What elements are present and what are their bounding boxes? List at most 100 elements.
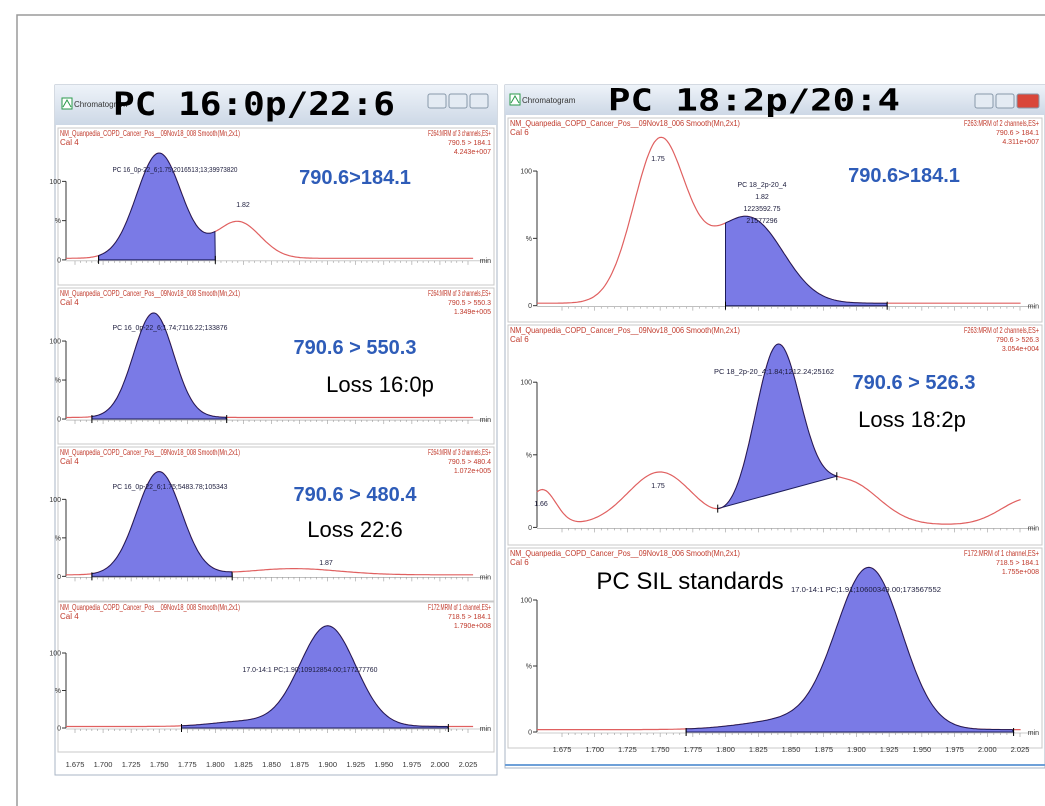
integrated-peak <box>725 215 888 307</box>
transition-label: 790.5 > 480.4 <box>448 459 491 466</box>
x-axis-label: 1.725 <box>122 760 141 769</box>
integrated-peak <box>685 566 1015 733</box>
minimize-button[interactable] <box>427 93 447 109</box>
y-axis-label: % <box>55 535 61 542</box>
minimize-button[interactable] <box>974 93 994 109</box>
x-axis-label: 1.700 <box>585 745 604 754</box>
x-axis-label: 1.975 <box>945 745 964 754</box>
intensity-label: 3.054e+004 <box>1002 346 1039 353</box>
close-button[interactable] <box>1016 93 1040 109</box>
x-axis-label: 1.800 <box>206 760 225 769</box>
transition-label: 718.5 > 184.1 <box>448 614 491 621</box>
y-axis-label: % <box>55 378 61 385</box>
app-icon <box>61 97 73 110</box>
x-axis-label: 1.775 <box>683 745 702 754</box>
peak-label: 1223592.75 <box>744 206 781 213</box>
peak-label: 1.87 <box>319 560 333 567</box>
close-button[interactable] <box>469 93 489 109</box>
x-axis-label: 1.775 <box>178 760 197 769</box>
function-label: F264:MRM of 3 channels,ES+ <box>428 289 491 298</box>
app-icon-glyph <box>510 94 520 104</box>
integrated-peak <box>91 312 228 420</box>
x-axis-unit: min <box>480 726 491 733</box>
file-name: NM_Quanpedia_COPD_Cancer_Pos__09Nov18_00… <box>510 549 740 558</box>
y-axis-label: 0 <box>528 730 532 737</box>
x-axis-label: 1.900 <box>847 745 866 754</box>
sample-name: Cal 4 <box>60 457 79 466</box>
peak-label: PC 16_0p-22_6;1.74;7116.22;133876 <box>113 325 228 332</box>
y-axis-label: 100 <box>49 497 61 504</box>
peak-label: 21577296 <box>746 218 777 225</box>
x-axis-unit: min <box>1028 730 1039 737</box>
annotation: 790.6 > 480.4 <box>294 484 418 506</box>
sample-name: Cal 6 <box>510 558 529 567</box>
y-axis-label: 100 <box>520 169 532 176</box>
slide-frame <box>16 14 1045 806</box>
chromatogram-window: Chromatogram PC 18:2p/20:4NM_Quanpedia_CO… <box>504 84 1045 769</box>
y-axis-label: 100 <box>520 598 532 605</box>
x-axis-label: 1.950 <box>912 745 931 754</box>
x-axis-label: 1.725 <box>618 745 637 754</box>
file-name: NM_Quanpedia_COPD_Cancer_Pos__09Nov18_00… <box>60 289 240 298</box>
y-axis-label: 0 <box>528 525 532 532</box>
y-axis-label: 0 <box>57 417 61 424</box>
peak-label: PC 16_0p-22_6;1.75;5483.78;105343 <box>113 484 228 491</box>
intensity-label: 1.755e+008 <box>1002 569 1039 576</box>
chromatogram-panel: NM_Quanpedia_COPD_Cancer_Pos__09Nov18_00… <box>507 547 1043 749</box>
x-axis-label: 1.950 <box>374 760 393 769</box>
annotation: 790.6 > 526.3 <box>853 372 976 394</box>
x-axis-label: 1.900 <box>318 760 337 769</box>
file-name: NM_Quanpedia_COPD_Cancer_Pos__09Nov18_00… <box>510 326 740 335</box>
y-axis-label: % <box>55 218 61 225</box>
peak-label: PC 18_2p-20_4 <box>737 182 786 189</box>
y-axis-label: 100 <box>49 339 61 346</box>
x-axis-label: 1.750 <box>651 745 670 754</box>
app-name: Chromatogram <box>74 100 128 109</box>
title-bar <box>505 85 1045 115</box>
file-name: NM_Quanpedia_COPD_Cancer_Pos__09Nov18_00… <box>60 603 240 612</box>
peak-label: 17.0-14:1 PC;1.90;10912854.00;177277760 <box>243 667 378 674</box>
transition-label: 790.5 > 550.3 <box>448 300 491 307</box>
annotation: Loss 22:6 <box>307 517 402 542</box>
x-axis-label: 1.925 <box>880 745 899 754</box>
chromatogram-panel: NM_Quanpedia_COPD_Cancer_Pos__09Nov18_00… <box>49 446 495 602</box>
integrated-peak <box>91 471 233 577</box>
chromatogram-panel: NM_Quanpedia_COPD_Cancer_Pos__09Nov18_00… <box>49 127 495 286</box>
peak-label: PC 16_0p-22_6;1.75;2016513;13;39973820 <box>113 167 238 174</box>
chromatogram-panel: NM_Quanpedia_COPD_Cancer_Pos__09Nov18_00… <box>49 601 495 753</box>
x-axis-label: 1.750 <box>150 760 169 769</box>
window-title: PC 16:0p/22:6 <box>113 85 395 123</box>
x-axis-label: 1.675 <box>553 745 572 754</box>
maximize-button[interactable] <box>995 93 1015 109</box>
y-axis-label: % <box>526 236 532 243</box>
y-axis-label: 100 <box>49 179 61 186</box>
y-axis-label: % <box>526 664 532 671</box>
maximize-button[interactable] <box>448 93 468 109</box>
app-icon <box>509 93 521 106</box>
x-axis-unit: min <box>1028 304 1039 311</box>
y-axis-label: 0 <box>528 303 532 310</box>
x-axis-label: 1.850 <box>782 745 801 754</box>
x-axis-unit: min <box>480 417 491 424</box>
x-axis-label: 2.025 <box>459 760 478 769</box>
peak-label: 1.82 <box>755 194 769 201</box>
file-name: NM_Quanpedia_COPD_Cancer_Pos__09Nov18_00… <box>60 129 240 138</box>
peak-label: 1.75 <box>651 483 665 490</box>
sample-name: Cal 4 <box>60 612 79 621</box>
function-label: F263:MRM of 2 channels,ES+ <box>964 119 1039 128</box>
annotation: 790.6 > 550.3 <box>294 337 417 359</box>
integrated-peak <box>717 343 839 510</box>
sample-name: Cal 6 <box>510 335 529 344</box>
annotation: PC SIL standards <box>596 568 783 595</box>
x-axis-label: 1.875 <box>290 760 309 769</box>
window-title: PC 18:2p/20:4 <box>608 84 900 119</box>
annotation: Loss 18:2p <box>858 407 966 432</box>
x-axis-label: 2.000 <box>978 745 997 754</box>
x-axis-label: 1.700 <box>94 760 113 769</box>
y-axis-label: 0 <box>57 257 61 264</box>
sample-name: Cal 4 <box>60 298 79 307</box>
panel-frame <box>507 547 1043 749</box>
